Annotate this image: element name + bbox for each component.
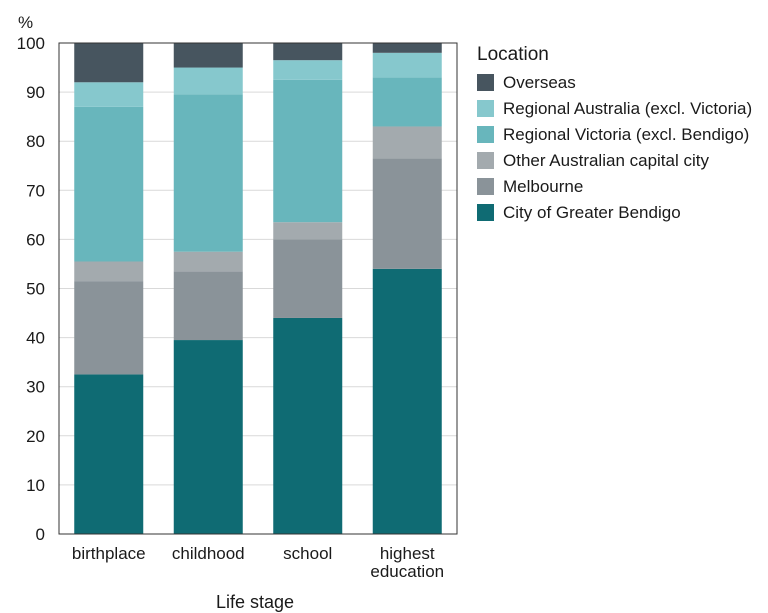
bar-segment [173,94,243,252]
bar-segment [273,239,343,318]
legend: Overseas Regional Australia (excl. Victor… [477,73,752,222]
bar-stack [173,43,243,534]
bar-segment [173,67,243,95]
legend-label: Other Australian capital city [503,151,709,170]
bar-stack [372,43,442,534]
legend-label: Overseas [503,73,576,92]
y-axis-unit-label: % [18,13,33,32]
bar-segment [273,79,343,223]
bar-segment [74,43,144,83]
bar-segment [372,268,442,534]
bar-stack [273,43,343,534]
y-tick-label: 70 [26,181,45,200]
bar-segment [273,222,343,240]
x-axis-title: Life stage [216,592,294,612]
plot-frame [58,42,458,535]
y-tick-label: 40 [26,329,45,348]
axes: 0 10 20 30 40 50 60 70 80 90 100 birthplace childhoo… [17,34,444,581]
bar-segment [372,52,442,78]
bar-segment [74,106,144,262]
bar-segment [273,43,343,61]
y-tick-label: 50 [26,280,45,299]
legend-label: City of Greater Bendigo [503,203,681,222]
x-tick-label: school [283,544,332,563]
bar-segment [273,60,343,80]
legend-title: Location [477,44,549,65]
legend-swatch [477,126,494,143]
y-tick-label: 20 [26,427,45,446]
bar-segment [273,317,343,534]
bar-segment [372,77,442,127]
y-tick-label: 10 [26,476,45,495]
legend-label: Regional Australia (excl. Victoria) [503,99,752,118]
bar-segment [372,43,442,53]
legend-swatch [477,100,494,117]
legend-swatch [477,204,494,221]
bars [74,43,442,534]
bar-segment [372,158,442,269]
y-tick-label: 90 [26,83,45,102]
x-tick-label: highest [380,544,435,563]
bar-segment [173,251,243,272]
x-tick-label: education [370,562,444,581]
y-tick-label: 80 [26,132,45,151]
bar-segment [74,261,144,282]
x-tick-label: birthplace [72,544,146,563]
bar-segment [173,340,243,534]
y-tick-label: 0 [36,525,45,544]
y-tick-label: 30 [26,378,45,397]
bar-segment [173,271,243,341]
legend-swatch [477,178,494,195]
legend-label: Regional Victoria (excl. Bendigo) [503,125,749,144]
bar-segment [74,281,144,375]
y-tick-label: 60 [26,230,45,249]
bar-segment [372,126,442,159]
bar-segment [173,43,243,68]
bar-segment [74,82,144,107]
bar-stack [74,43,144,534]
legend-label: Melbourne [503,177,583,196]
y-tick-label: 100 [17,34,45,53]
legend-swatch [477,152,494,169]
x-tick-label: childhood [172,544,245,563]
bar-segment [74,374,144,534]
legend-swatch [477,74,494,91]
